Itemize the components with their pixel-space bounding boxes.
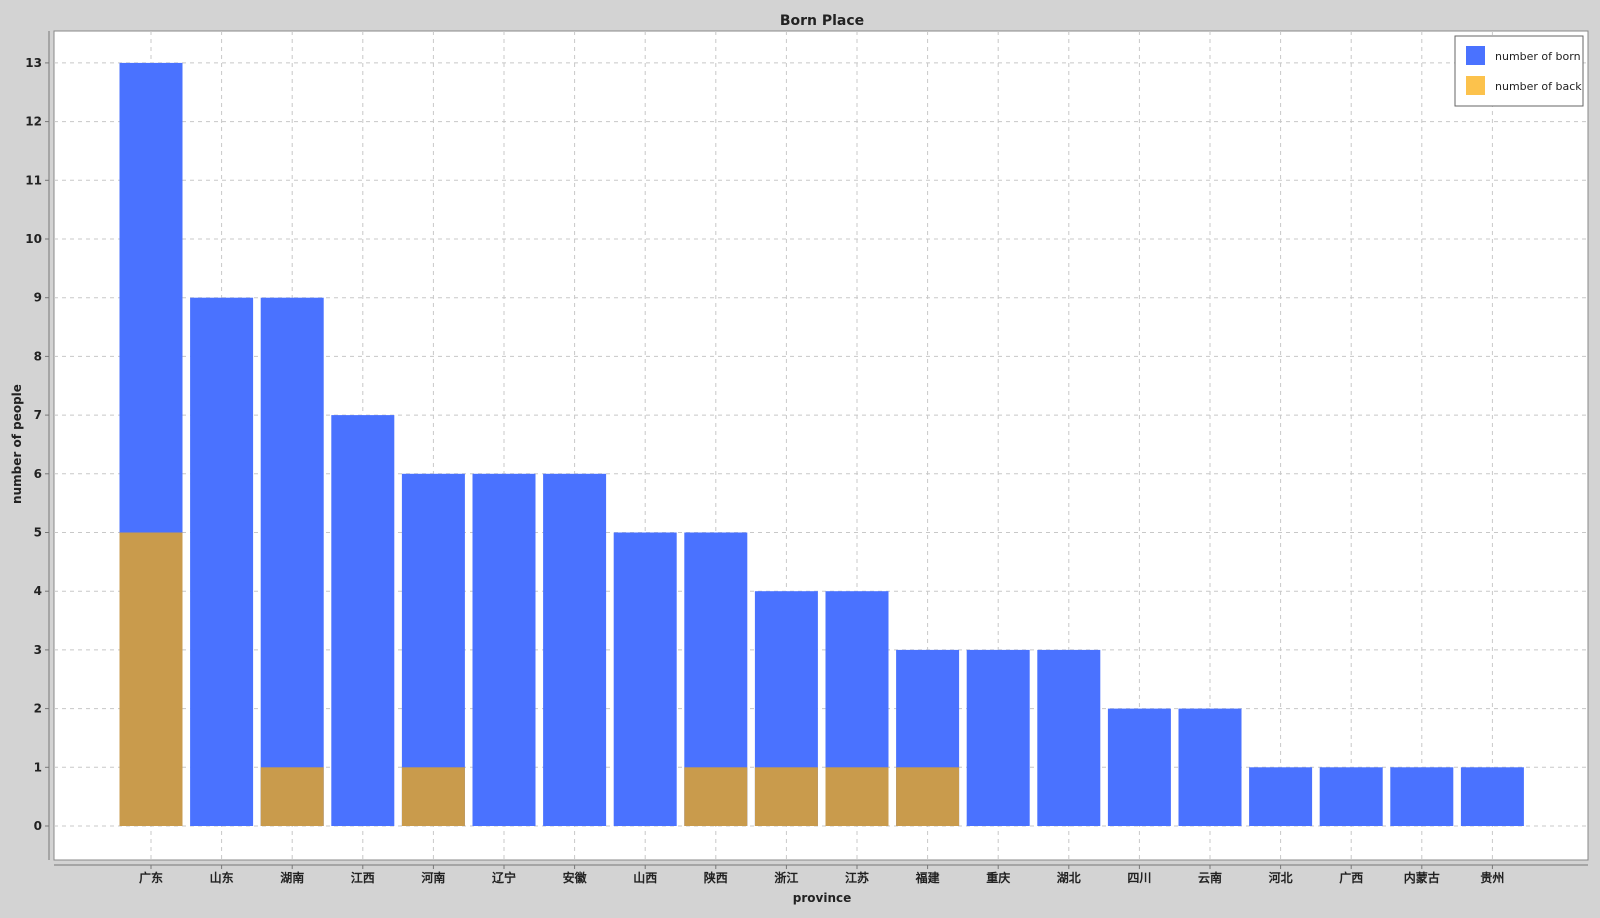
bar-born: [613, 532, 677, 826]
x-tick-label: 山西: [633, 870, 657, 885]
bar-born: [1460, 767, 1524, 826]
x-tick-label: 陕西: [704, 870, 728, 885]
bar-born: [1390, 767, 1454, 826]
bar-born: [1319, 767, 1383, 826]
y-tick-label: 8: [34, 349, 42, 363]
x-tick-label: 重庆: [986, 870, 1010, 885]
bar-born: [966, 649, 1030, 826]
x-tick-label: 河南: [420, 870, 445, 885]
y-axis-label: number of people: [10, 384, 24, 504]
y-tick-label: 0: [34, 819, 42, 833]
x-tick-label: 贵州: [1480, 870, 1504, 885]
legend-swatch: [1466, 46, 1485, 65]
bar-back: [896, 767, 960, 826]
y-tick-label: 11: [25, 173, 42, 187]
x-tick-label: 湖北: [1057, 870, 1081, 885]
y-tick-label: 2: [34, 702, 42, 716]
x-tick-label: 辽宁: [492, 870, 516, 885]
x-tick-label: 江西: [351, 870, 375, 885]
x-tick-label: 山东: [210, 870, 234, 885]
bar-born: [1107, 708, 1171, 826]
x-tick-label: 河北: [1268, 870, 1293, 885]
bar-back: [119, 532, 183, 826]
legend: number of born number of back: [1454, 35, 1584, 107]
chart-title: Born Place: [780, 13, 864, 29]
x-tick-label: 安徽: [563, 870, 588, 885]
legend-swatch: [1466, 76, 1485, 95]
y-tick-label: 4: [34, 584, 42, 598]
y-tick-label: 6: [34, 467, 42, 481]
x-tick-label: 广东: [139, 870, 163, 885]
bar-born: [190, 297, 254, 826]
bar-born: [260, 297, 324, 826]
bar-born: [1037, 649, 1101, 826]
x-axis: 广东 山东 湖南 江西 河南 辽宁 安徽 山西 陕西 浙江 江苏 福建 重庆 湖北 四川 云南 河北 广西 内蒙古 贵…: [54, 864, 1588, 885]
x-tick-label: 广西: [1339, 870, 1363, 885]
bar-back: [754, 767, 818, 826]
x-tick-label: 四川: [1127, 871, 1151, 885]
x-tick-label: 云南: [1198, 870, 1222, 885]
y-tick-label: 12: [25, 115, 42, 129]
y-tick-label: 13: [25, 56, 42, 70]
bar-back: [825, 767, 889, 826]
bar-back: [401, 767, 465, 826]
bar-born: [1249, 767, 1313, 826]
x-tick-label: 内蒙古: [1404, 870, 1440, 885]
bar-back: [260, 767, 324, 826]
y-tick-label: 7: [34, 408, 42, 422]
legend-label: number of back: [1495, 80, 1582, 93]
bar-born: [543, 473, 607, 826]
x-tick-label: 浙江: [774, 870, 798, 885]
x-tick-label: 福建: [915, 870, 941, 885]
bar-born: [1178, 708, 1242, 826]
y-tick-label: 10: [25, 232, 42, 246]
y-tick-label: 5: [34, 526, 42, 540]
bar-born: [331, 415, 395, 826]
x-tick-label: 湖南: [280, 870, 304, 885]
bars: [119, 62, 1524, 826]
y-tick-label: 9: [34, 291, 42, 305]
bar-born: [472, 473, 536, 826]
legend-label: number of born: [1495, 50, 1581, 63]
y-tick-label: 3: [34, 643, 42, 657]
bar-back: [684, 767, 748, 826]
y-tick-label: 1: [34, 760, 42, 774]
x-tick-label: 江苏: [845, 870, 869, 885]
x-axis-label: province: [793, 891, 851, 905]
